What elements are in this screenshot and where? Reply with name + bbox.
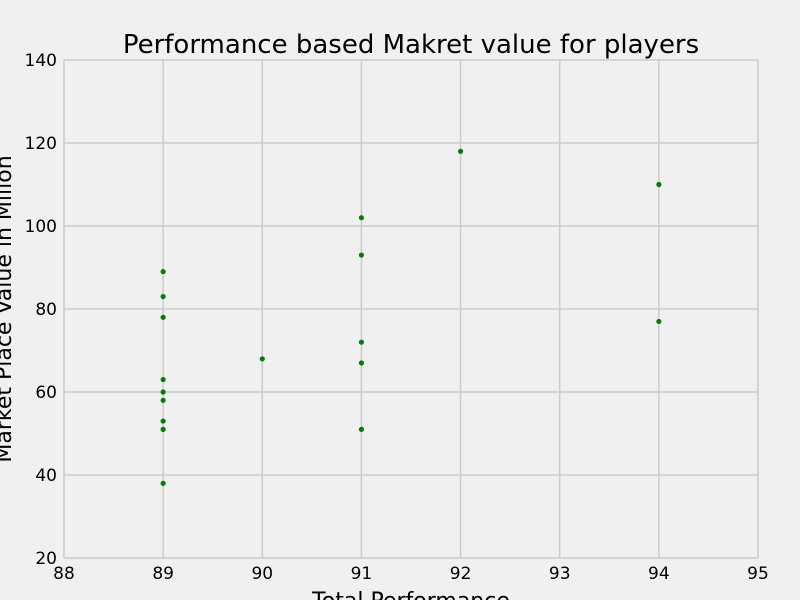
y-tick-label-6: 140	[25, 51, 57, 71]
data-point-12	[358, 339, 365, 345]
y-tick-label-4: 100	[25, 217, 57, 237]
grid-lines	[63, 59, 759, 559]
y-axis-label: Market Place Value in Millon	[0, 155, 17, 462]
y-tick-label-2: 60	[35, 383, 57, 403]
x-tick-label-4: 92	[450, 564, 472, 584]
x-tick-label-1: 89	[152, 564, 174, 584]
data-point-16	[656, 181, 662, 188]
data-point-7	[160, 426, 166, 432]
data-point-15	[457, 148, 464, 154]
x-axis-label: Total Performance	[311, 589, 510, 600]
data-point-9	[259, 356, 265, 362]
data-point-4	[160, 389, 166, 395]
data-point-5	[160, 397, 166, 403]
tick-labels: 88 89 90 91 92 93 94 95 20 40 60 80 100 120 140	[25, 51, 769, 584]
data-point-1	[160, 293, 166, 300]
x-tick-label-5: 93	[549, 564, 571, 584]
data-point-14	[358, 426, 365, 432]
x-tick-label-7: 95	[747, 564, 769, 584]
data-point-3	[160, 376, 166, 383]
data-point-2	[160, 314, 166, 320]
x-tick-label-3: 91	[351, 564, 373, 584]
x-tick-label-6: 94	[648, 564, 670, 584]
data-points	[160, 148, 662, 486]
y-tick-label-1: 40	[35, 466, 57, 486]
x-tick-label-0: 88	[53, 564, 75, 584]
y-tick-label-5: 120	[25, 134, 57, 154]
chart-title: Performance based Makret value for playe…	[123, 30, 699, 60]
data-point-8	[160, 480, 166, 486]
data-point-10	[358, 215, 365, 221]
y-tick-label-3: 80	[35, 300, 57, 320]
data-point-11	[358, 252, 365, 258]
data-point-13	[358, 360, 365, 366]
data-point-17	[656, 318, 662, 325]
data-point-0	[160, 269, 166, 275]
x-tick-label-2: 90	[251, 564, 273, 584]
y-tick-label-0: 20	[35, 549, 57, 569]
data-point-6	[160, 418, 166, 424]
